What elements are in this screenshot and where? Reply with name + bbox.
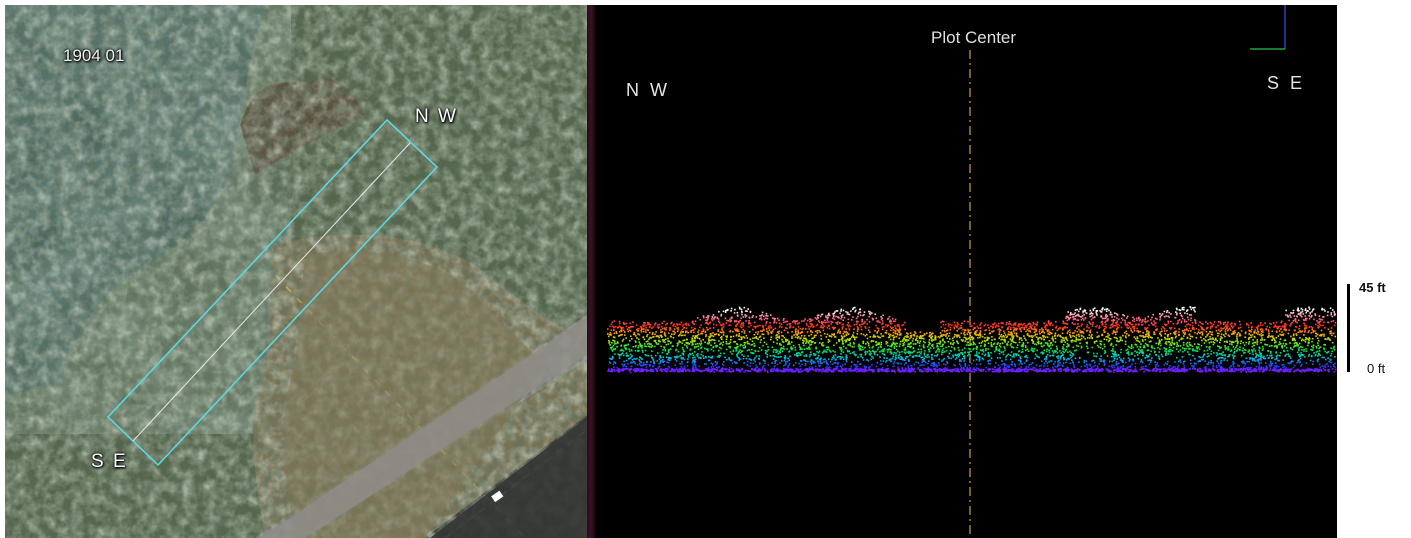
panel-divider xyxy=(587,5,595,538)
scale-top-label: 45 ft xyxy=(1359,280,1386,295)
lidar-nw-label: N W xyxy=(626,80,670,100)
point-cloud xyxy=(607,306,1337,374)
aerial-se-label: S E xyxy=(91,451,128,472)
aerial-nw-label: N W xyxy=(415,106,458,127)
scale-bar xyxy=(1347,284,1350,372)
point-cloud-profile xyxy=(607,5,1337,538)
aerial-photo-panel: 1904 01 N W S E xyxy=(5,5,587,538)
aerial-image xyxy=(5,5,587,538)
height-scale: 45 ft 0 ft xyxy=(1337,270,1411,390)
plot-center-label: Plot Center xyxy=(931,28,1017,47)
scale-bottom-label: 0 ft xyxy=(1367,361,1386,376)
lidar-se-label: S E xyxy=(1267,73,1306,93)
plot-id-label: 1904 01 xyxy=(63,46,125,65)
lidar-profile-panel: Plot Center N W S E xyxy=(595,5,1337,538)
